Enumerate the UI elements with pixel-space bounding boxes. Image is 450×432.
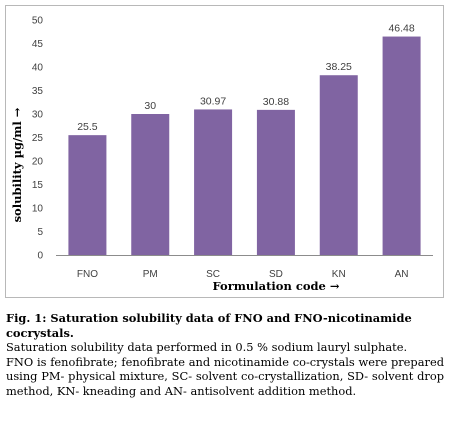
y-tick-label: 5	[37, 227, 43, 238]
data-label: 30	[144, 100, 156, 112]
bar-pm	[131, 114, 170, 255]
data-label: 25.5	[77, 121, 98, 133]
bar-fno	[68, 135, 107, 255]
y-tick-label: 15	[32, 180, 44, 191]
y-tick-label: 10	[32, 204, 44, 215]
caption-title: Fig. 1: Saturation solubility data of FN…	[6, 311, 412, 340]
y-tick-label: 30	[32, 110, 44, 121]
data-label: 38.25	[326, 61, 352, 73]
bar-kn	[319, 75, 358, 255]
x-tick-label: FNO	[77, 269, 98, 280]
caption-notes: Saturation solubility data performed in …	[6, 340, 444, 398]
x-tick-label: SC	[206, 269, 220, 280]
data-label: 46.48	[388, 23, 414, 35]
caption-note: Saturation solubility data performed in …	[6, 340, 408, 355]
y-tick-label: 25	[32, 133, 44, 144]
caption-note: FNO is fenofibrate; fenofibrate and nico…	[6, 354, 444, 398]
bar-chart: 0 5 10 15 20 25 30 35 40 45 50 25.5 FNO 30 PM 30.97 SC 30…	[10, 16, 433, 293]
bar-an	[382, 36, 421, 255]
x-tick-label: SD	[269, 269, 283, 280]
bar-sd	[256, 109, 295, 255]
x-tick-label: PM	[143, 269, 158, 280]
figure-caption: Fig. 1: Saturation solubility data of FN…	[6, 311, 444, 399]
x-axis-title: Formulation code →	[213, 279, 340, 293]
bar-sc	[194, 109, 233, 255]
y-tick-label: 50	[32, 16, 44, 27]
y-tick-label: 45	[32, 39, 44, 50]
y-axis-title: solubility µg/ml →	[10, 107, 24, 222]
y-tick-label: 35	[32, 86, 44, 97]
x-tick-label: AN	[395, 269, 409, 280]
data-label: 30.88	[263, 96, 289, 108]
y-tick-label: 40	[32, 63, 44, 74]
y-tick-label: 0	[37, 251, 43, 262]
data-label: 30.97	[200, 95, 226, 107]
chart-frame: 0 5 10 15 20 25 30 35 40 45 50 25.5 FNO 30 PM 30.97 SC 30…	[5, 5, 444, 298]
y-tick-label: 20	[32, 157, 44, 168]
x-tick-label: KN	[332, 269, 346, 280]
